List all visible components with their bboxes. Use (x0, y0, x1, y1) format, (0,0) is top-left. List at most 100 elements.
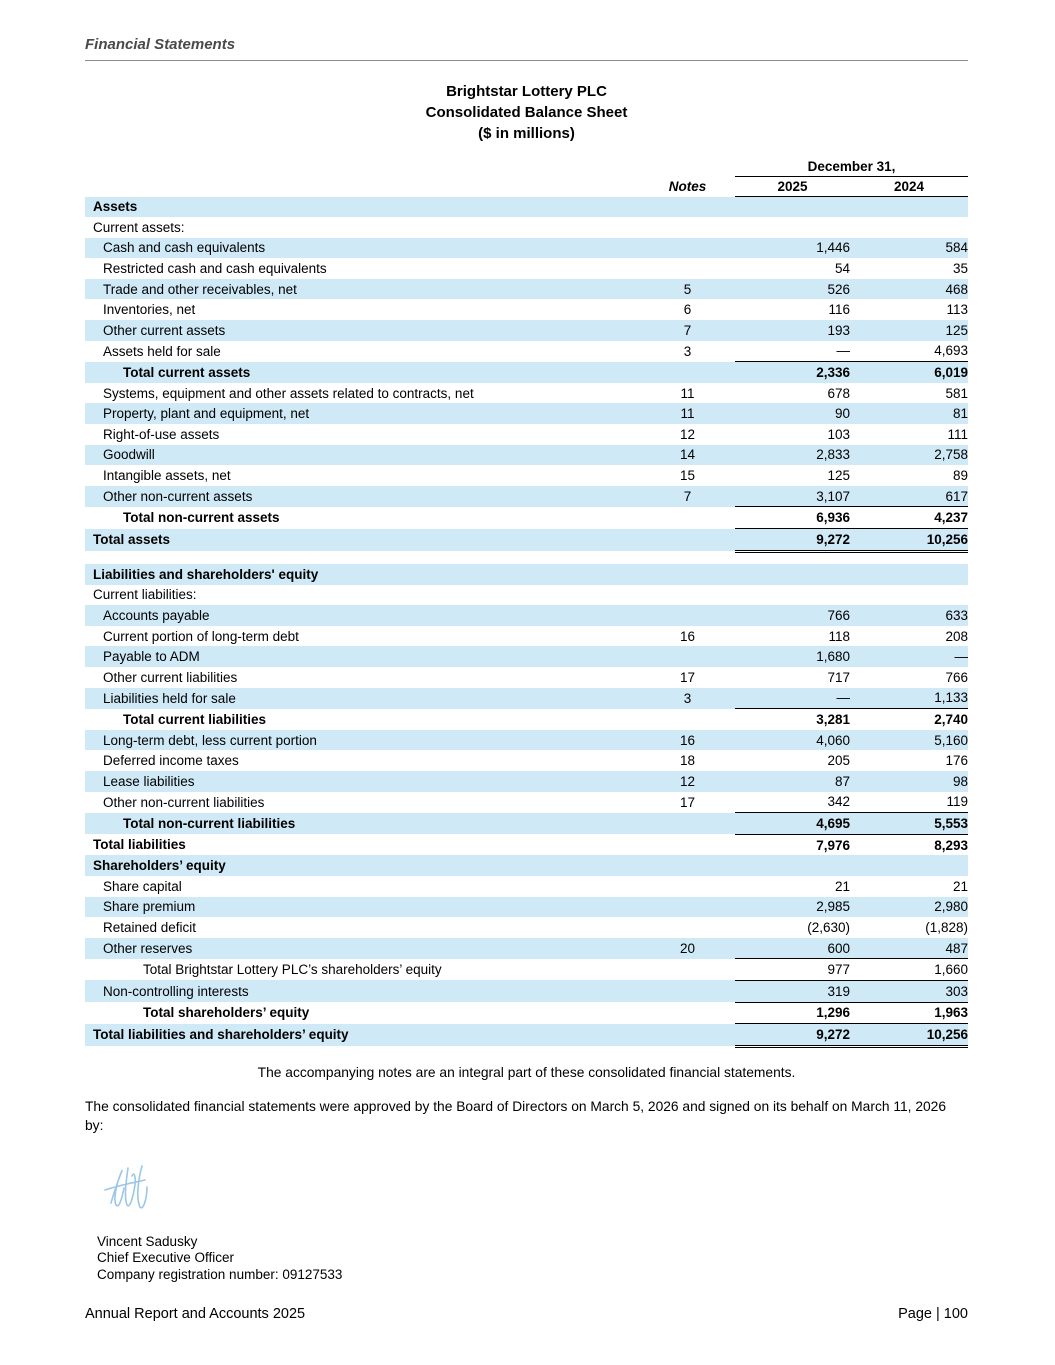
value-2024: 208 (945, 628, 968, 644)
row-label: Retained deficit (103, 919, 197, 935)
value-2024: 2,740 (934, 712, 968, 728)
table-row: Shareholders’ equity (85, 855, 968, 876)
row-note (640, 1023, 735, 1047)
table-row: Intangible assets, net 15 125 89 (85, 465, 968, 486)
row-label: Payable to ADM (85, 646, 640, 668)
value-2025: 766 (735, 605, 850, 626)
statement-title-block: Brightstar Lottery PLC Consolidated Bala… (85, 81, 968, 144)
spacer-row (85, 551, 968, 565)
approval-text: The consolidated financial statements we… (85, 1098, 947, 1133)
row-label: Long-term debt, less current portion (85, 729, 640, 751)
row-note (640, 258, 735, 279)
table-row: Share capital 21 21 (85, 876, 968, 897)
row-note: 6 (683, 302, 692, 318)
year-2025-header: 2025 (735, 176, 850, 197)
row-note (640, 876, 735, 897)
value-2024 (850, 564, 968, 585)
value-2025: 125 (827, 468, 850, 484)
row-label: Total Brightstar Lottery PLC’s sharehold… (143, 962, 442, 978)
table-row: Other non-current assets 7 3,107 617 (85, 485, 968, 508)
table-row: Other current assets 7 193 125 (85, 320, 968, 341)
empty-cell (640, 157, 735, 177)
value-2025: 342 (735, 791, 850, 814)
row-label: Systems, equipment and other assets rela… (103, 385, 474, 401)
value-2025: 7,976 (816, 837, 850, 853)
value-2024: 119 (850, 791, 968, 814)
row-label: Share premium (85, 896, 640, 918)
row-label: Total current liabilities (123, 711, 267, 727)
value-2024: 1,133 (850, 687, 968, 710)
row-note (640, 855, 735, 876)
value-2025: 193 (735, 320, 850, 341)
value-2025: 1,680 (735, 646, 850, 668)
row-label: Total non-current liabilities (85, 812, 640, 835)
row-note: 15 (679, 468, 696, 484)
footer-page-number: Page | 100 (898, 1306, 968, 1322)
row-note (640, 196, 735, 218)
value-2024: 10,256 (850, 528, 968, 553)
row-label: Restricted cash and cash equivalents (103, 261, 327, 277)
value-2025: 977 (735, 958, 850, 981)
row-note (640, 709, 735, 730)
page-footer: Annual Report and Accounts 2025 Page | 1… (85, 1306, 968, 1322)
empty-cell (85, 177, 640, 197)
value-2025: — (735, 340, 850, 363)
value-2025: 2,833 (735, 444, 850, 466)
value-2024: 111 (947, 426, 968, 442)
value-2024: 2,980 (850, 896, 968, 918)
value-2025: 54 (834, 261, 850, 277)
value-2025: 4,695 (735, 812, 850, 835)
row-note: 20 (640, 937, 735, 959)
value-2025: 600 (735, 937, 850, 960)
table-row: Other reserves 20 600 487 (85, 937, 968, 960)
value-2024: 581 (945, 385, 968, 401)
value-2024: 303 (850, 980, 968, 1003)
table-row: Total Brightstar Lottery PLC’s sharehold… (85, 958, 968, 981)
value-2025: 1,446 (735, 237, 850, 259)
table-row: Total shareholders’ equity 1,296 1,963 (85, 1002, 968, 1025)
row-note: 17 (679, 794, 696, 810)
value-2025: 9,272 (735, 528, 850, 553)
value-2025: 2,985 (735, 896, 850, 918)
value-2024: 2,758 (850, 444, 968, 466)
company-name: Brightstar Lottery PLC (446, 83, 607, 100)
signature-image (97, 1164, 167, 1219)
row-note (640, 361, 735, 383)
value-2025: (2,630) (807, 919, 850, 935)
row-note (640, 812, 735, 835)
table-row: Total current liabilities 3,281 2,740 (85, 709, 968, 730)
row-label: Goodwill (85, 444, 640, 466)
footer-report-title: Annual Report and Accounts 2025 (85, 1306, 306, 1322)
value-2024: 617 (850, 485, 968, 508)
value-2024: 81 (850, 403, 968, 425)
value-2025: 6,936 (735, 506, 850, 529)
value-2024: 1,963 (850, 1002, 968, 1025)
value-2024 (850, 217, 968, 238)
value-2025: 21 (834, 878, 850, 894)
row-label: Assets held for sale (103, 343, 221, 359)
table-row: Total liabilities 7,976 8,293 (85, 834, 968, 855)
row-note (640, 646, 735, 668)
table-row: Current portion of long-term debt 16 118 20… (85, 626, 968, 647)
row-note: 7 (640, 485, 735, 507)
value-2024 (850, 855, 968, 876)
column-header-row: Notes 2025 2024 (85, 176, 968, 197)
row-label: Accounts payable (85, 605, 640, 626)
row-note (640, 834, 735, 855)
table-row: Lease liabilities 12 87 98 (85, 771, 968, 792)
value-2025: 526 (735, 278, 850, 300)
row-label: Deferred income taxes (103, 753, 239, 769)
accompanying-notes-text: The accompanying notes are an integral p… (257, 1064, 796, 1080)
statement-name: Consolidated Balance Sheet (425, 104, 628, 121)
row-label: Inventories, net (103, 302, 196, 318)
value-2024: 8,293 (934, 837, 968, 853)
units-label: ($ in millions) (478, 125, 575, 142)
value-2025: 319 (735, 980, 850, 1003)
value-2024: 487 (850, 937, 968, 960)
signatory-name: Vincent Sadusky (97, 1233, 198, 1249)
table-row: Liabilities and shareholders' equity (85, 564, 968, 585)
table-row: Payable to ADM 1,680— (85, 646, 968, 668)
row-note: 7 (640, 320, 735, 341)
row-note: 3 (640, 687, 735, 709)
